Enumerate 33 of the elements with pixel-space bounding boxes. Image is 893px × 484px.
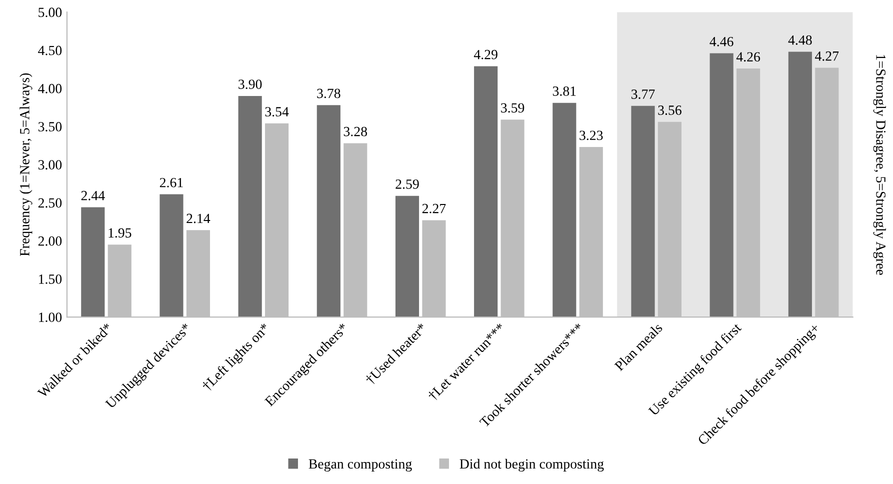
data-label: 2.27 <box>422 204 446 214</box>
data-label: 4.27 <box>815 51 839 61</box>
y2-axis-title: 1=Strongly Disagree, 5=Strongly Agree <box>873 54 886 275</box>
data-label: 3.54 <box>265 107 289 116</box>
y-tick-label: 3.00 <box>38 160 62 170</box>
legend-label: Did not begin composting <box>460 458 604 472</box>
data-label: 3.59 <box>501 103 524 113</box>
data-label: 3.56 <box>658 106 682 115</box>
y-tick-label: 1.50 <box>39 274 62 284</box>
y-tick-label: 2.00 <box>38 236 62 246</box>
data-label: 2.59 <box>396 179 419 189</box>
y-tick-label: 1.00 <box>39 312 62 322</box>
legend-label: Began composting <box>308 459 412 472</box>
data-label: 3.90 <box>238 80 262 90</box>
data-label: 4.46 <box>710 36 734 46</box>
data-label: 3.81 <box>552 86 576 96</box>
data-label: 3.23 <box>580 130 603 140</box>
data-label: 2.44 <box>81 190 105 200</box>
data-label: 4.26 <box>736 52 760 62</box>
y-tick-label: 2.50 <box>38 198 62 208</box>
data-label: 3.28 <box>344 126 367 136</box>
y-tick-label: 5.00 <box>38 8 62 18</box>
data-label: 3.77 <box>632 90 655 99</box>
data-label: 3.78 <box>317 88 340 98</box>
y-tick-label: 4.50 <box>38 46 62 56</box>
y-tick-label: 4.00 <box>38 84 62 94</box>
data-label: 1.95 <box>108 228 132 238</box>
data-label: 4.29 <box>474 50 498 60</box>
y-axis-title: Frequency (1=Never, 5=Always) <box>20 73 32 256</box>
data-label: 2.14 <box>186 214 210 224</box>
y-tick-label: 3.50 <box>38 122 62 132</box>
data-label: 4.48 <box>788 35 812 45</box>
data-label: 2.61 <box>160 178 183 188</box>
